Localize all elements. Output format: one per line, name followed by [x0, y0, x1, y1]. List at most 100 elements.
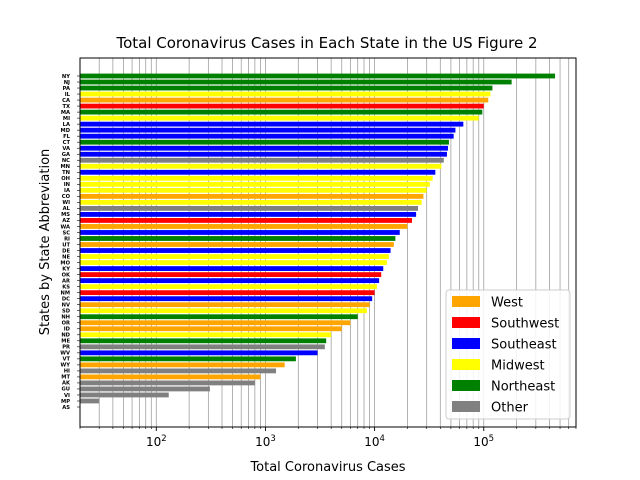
y-tick-label-ut: UT	[62, 242, 70, 248]
y-tick-label-ri: RI	[64, 236, 70, 242]
y-tick-label-ca: CA	[62, 98, 70, 104]
chart-title: Total Coronavirus Cases in Each State in…	[115, 34, 537, 52]
bar-pr	[80, 344, 325, 350]
bar-mp	[80, 398, 100, 404]
bar-va	[80, 145, 448, 151]
y-tick-label-wi: WI	[62, 200, 70, 206]
bar-oh	[80, 175, 433, 181]
y-tick-label-oh: OH	[61, 176, 70, 182]
y-tick-label-az: AZ	[62, 218, 70, 224]
y-tick-label-ar: AR	[62, 278, 70, 284]
bar-ut	[80, 242, 394, 247]
plot-frame	[79, 57, 577, 428]
y-tick-layer: NYNJPAILCATXMAMILAMDFLCTVAGANCMNTNOHINIA…	[60, 74, 80, 411]
legend-swatch-west	[452, 296, 480, 307]
bar-in	[80, 181, 430, 187]
bar-sd	[80, 308, 367, 314]
y-tick-label-co: CO	[62, 194, 71, 200]
bar-layer	[80, 73, 556, 404]
y-tick-label-mn: MN	[60, 164, 70, 170]
x-tick-label: 102	[146, 434, 167, 449]
y-tick-label-vi: VI	[64, 393, 70, 399]
y-tick-label-va: VA	[62, 146, 70, 152]
y-tick-label-sc: SC	[62, 230, 70, 236]
bar-ks	[80, 284, 377, 290]
bar-nv	[80, 302, 370, 308]
bar-dc	[80, 296, 373, 302]
bar-ct	[80, 139, 449, 145]
y-tick-label-al: AL	[63, 206, 71, 212]
y-tick-label-il: IL	[65, 92, 71, 98]
bar-ia	[80, 187, 427, 193]
y-tick-label-ne: NE	[62, 254, 70, 260]
y-tick-label-dc: DC	[62, 296, 70, 302]
y-tick-label-ak: AK	[62, 381, 71, 387]
bar-ny	[80, 73, 556, 79]
y-tick-label-hi: HI	[64, 369, 70, 375]
y-tick-label-wy: WY	[61, 363, 71, 369]
bar-ne	[80, 254, 389, 259]
bar-me	[80, 338, 327, 344]
bar-az	[80, 218, 412, 223]
y-tick-label-in: IN	[64, 182, 70, 188]
bar-mi	[80, 115, 479, 121]
bar-ar	[80, 278, 380, 284]
bar-wa	[80, 224, 408, 229]
y-tick-label-ks: KS	[62, 284, 70, 290]
bar-mo	[80, 260, 388, 265]
bar-pa	[80, 85, 493, 91]
y-tick-label-la: LA	[63, 122, 70, 128]
bar-mn	[80, 163, 442, 169]
x-tick-label: 105	[473, 434, 494, 449]
y-tick-label-ok: OK	[62, 272, 71, 278]
y-tick-label-ga: GA	[62, 152, 70, 158]
bar-de	[80, 248, 391, 253]
bar-id	[80, 326, 342, 332]
bar-vt	[80, 356, 296, 362]
bar-wv	[80, 350, 318, 356]
bar-nh	[80, 314, 358, 320]
legend-label-northeast: Northeast	[491, 380, 555, 395]
bar-ms	[80, 212, 417, 217]
bar-il	[80, 91, 491, 97]
bar-ga	[80, 151, 447, 157]
legend-label-midwest: Midwest	[491, 359, 545, 374]
y-tick-label-ia: IA	[64, 188, 70, 194]
y-tick-label-ny: NY	[62, 74, 70, 80]
legend-swatch-southeast	[452, 338, 480, 349]
y-tick-label-wv: WV	[60, 351, 70, 357]
bar-nc	[80, 157, 444, 163]
y-tick-label-mp: MP	[61, 399, 70, 405]
y-tick-label-pa: PA	[63, 86, 70, 92]
y-tick-label-ma: MA	[61, 110, 70, 116]
y-tick-label-pr: PR	[62, 345, 70, 351]
legend-swatch-northeast	[452, 380, 480, 391]
y-tick-label-id: ID	[64, 327, 71, 333]
y-tick-label-ky: KY	[62, 266, 70, 272]
y-tick-label-mt: MT	[61, 375, 70, 381]
y-tick-label-vt: VT	[62, 357, 70, 363]
bar-la	[80, 121, 464, 127]
bar-gu	[80, 386, 210, 392]
bar-al	[80, 205, 419, 211]
y-tick-label-nh: NH	[61, 315, 70, 321]
legend-swatch-midwest	[452, 359, 480, 370]
bar-tn	[80, 169, 436, 175]
x-tick-label: 104	[364, 434, 385, 449]
legend: West Southwest Southeast Midwest Northeast Ot…	[445, 289, 571, 420]
bar-ok	[80, 272, 382, 278]
y-tick-label-gu: GU	[62, 387, 70, 393]
bar-vi	[80, 392, 169, 398]
legend-label-southeast: Southeast	[491, 338, 557, 353]
bar-fl	[80, 133, 454, 139]
y-tick-label-nj: NJ	[64, 80, 70, 86]
bar-tx	[80, 103, 484, 109]
y-tick-label-ms: MS	[61, 212, 70, 218]
bar-ri	[80, 236, 396, 241]
bar-wi	[80, 199, 422, 205]
legend-swatch-other	[452, 401, 480, 412]
y-tick-label-nc: NC	[62, 158, 70, 164]
bar-nj	[80, 79, 512, 85]
bar-nm	[80, 290, 375, 296]
